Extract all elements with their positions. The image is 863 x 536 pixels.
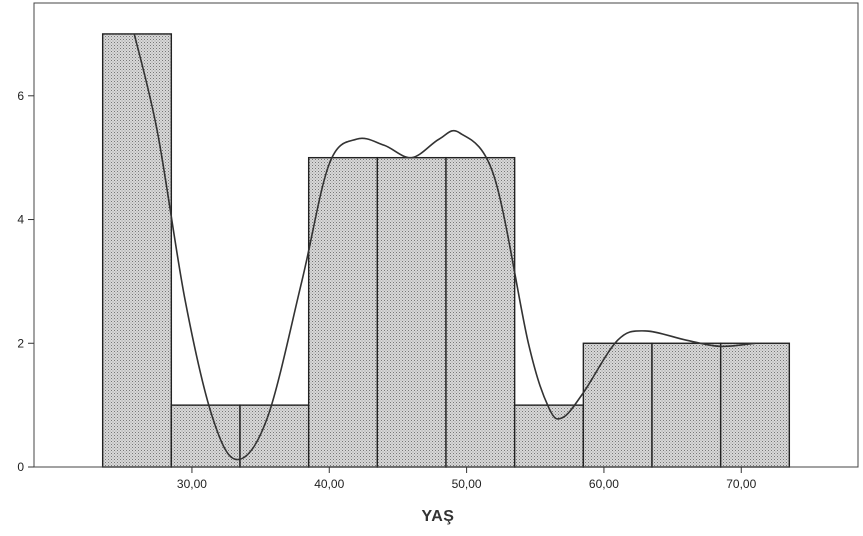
y-tick-label: 6 [17,89,24,103]
density-curve [133,33,756,461]
plot-frame [33,2,859,468]
histogram-bar [445,156,516,468]
histogram-bar [582,342,653,468]
histogram-bar [719,342,791,468]
x-tick-label: 30,00 [177,477,207,491]
y-tick-label: 0 [17,460,24,474]
bars-layer [101,33,791,468]
x-axis-title: YAŞ [422,508,455,525]
x-tick-label: 40,00 [314,477,344,491]
histogram-bar [239,404,310,468]
x-tick-label: 50,00 [452,477,482,491]
histogram-bar [101,33,173,468]
y-tick-label: 4 [17,213,24,227]
histogram-bar [651,342,722,468]
y-tick-label: 2 [17,336,24,350]
axes-layer: 30,00 40,00 50,00 60,00 70,00 0 2 4 6 [17,2,859,491]
histogram-bar [307,156,379,468]
x-tick-label: 70,00 [726,477,756,491]
histogram-bar [170,404,241,468]
x-tick-label: 60,00 [589,477,619,491]
histogram-bar [513,404,585,468]
histogram-bar [376,156,447,468]
